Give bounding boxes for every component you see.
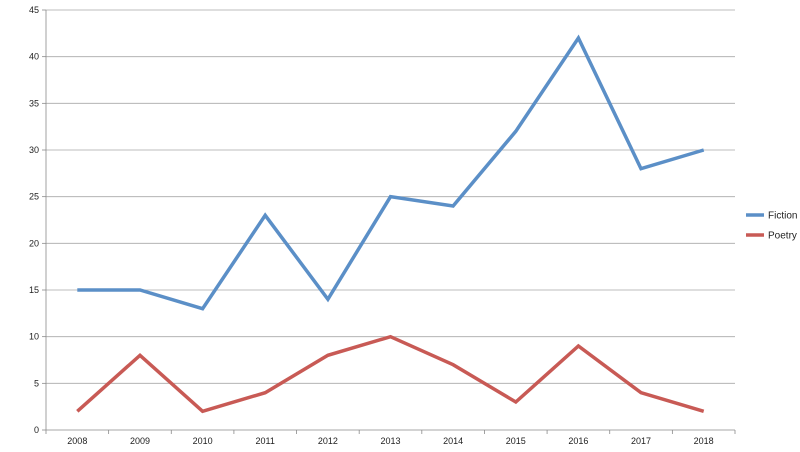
y-tick-label: 40 [29,52,39,62]
x-tick-label: 2016 [568,436,588,446]
legend: Fiction Poetry [746,211,797,242]
x-tick-label: 2010 [193,436,213,446]
x-tick-label: 2015 [506,436,526,446]
y-tick-label: 10 [29,332,39,342]
y-tick-label: 30 [29,145,39,155]
x-axis-ticks: 2008 2009 2010 2011 2012 2013 2014 2015 2016 2017… [45,430,736,446]
x-tick-label: 2008 [67,436,87,446]
y-tick-label: 35 [29,98,39,108]
series-lines [76,34,705,414]
y-tick-label: 0 [34,425,39,435]
y-tick-label: 45 [29,5,39,15]
x-tick-label: 2009 [130,436,150,446]
x-tick-label: 2013 [380,436,400,446]
legend-label-fiction: Fiction [768,211,797,222]
legend-label-poetry: Poetry [768,231,797,242]
x-tick-label: 2012 [318,436,338,446]
y-axis-ticks: 0 5 10 15 20 25 30 35 40 45 [29,5,46,435]
y-tick-label: 20 [29,238,39,248]
x-tick-label: 2018 [694,436,714,446]
axes [45,10,735,431]
x-tick-label: 2017 [631,436,651,446]
series-line-poetry [76,334,705,414]
series-line-fiction [77,34,705,311]
y-tick-label: 15 [29,285,39,295]
y-tick-label: 25 [29,192,39,202]
x-tick-label: 2011 [256,436,275,446]
x-tick-label: 2014 [443,436,463,446]
y-tick-label: 5 [34,378,39,388]
